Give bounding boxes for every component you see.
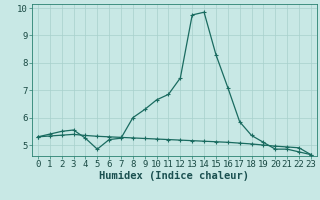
X-axis label: Humidex (Indice chaleur): Humidex (Indice chaleur)	[100, 171, 249, 181]
